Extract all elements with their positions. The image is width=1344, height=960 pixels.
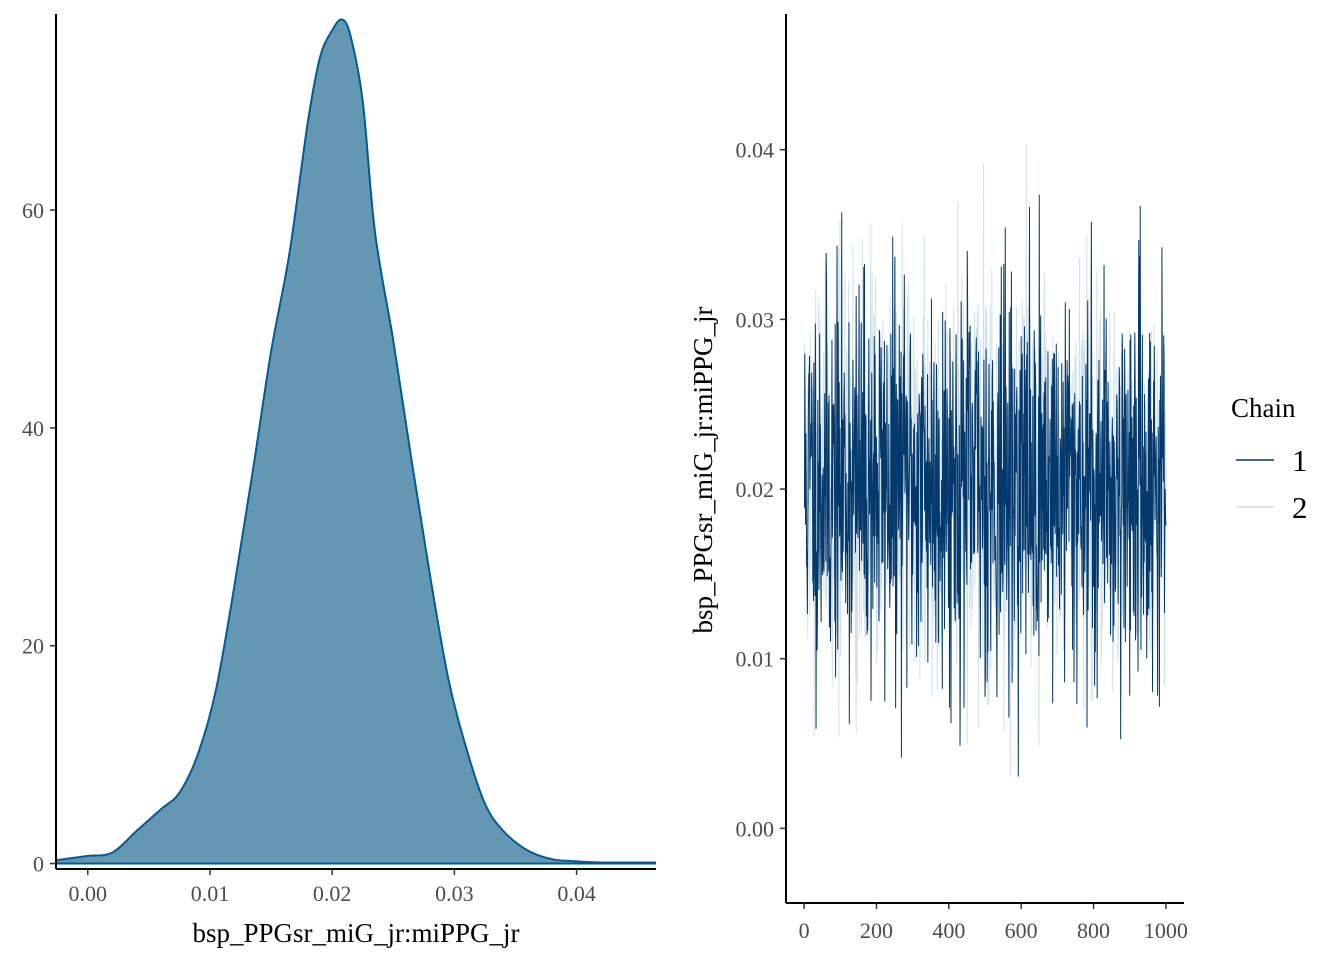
density-x-axis-title: bsp_PPGsr_miG_jr:miPPG_jr [192,918,519,948]
legend-label-chain-2: 2 [1292,490,1308,525]
density-x-tick-label: 0.02 [313,881,352,906]
trace-y-tick-label: 0.00 [736,816,775,841]
trace-x-tick-label: 200 [860,918,893,943]
trace-x-tick-label: 800 [1077,918,1110,943]
density-panel: 0 20 40 60 0.00 0.01 0.02 0.03 0.04 bsp_PPGsr_m… [22,14,657,948]
trace-x-ticks: 0 200 400 600 800 1000 [799,903,1188,943]
trace-panel: 0.00 0.01 0.02 0.03 0.04 0 200 400 600 800 1000 b… [688,14,1188,943]
density-x-tick-label: 0.04 [557,881,596,906]
trace-line-chain-1 [803,194,1167,777]
trace-marks [803,144,1167,777]
trace-y-tick-label: 0.04 [736,138,775,163]
trace-y-axis-title: bsp_PPGsr_miG_jr:miPPG_jr [688,306,718,633]
density-x-tick-label: 0.03 [435,881,474,906]
trace-x-tick-label: 0 [799,918,810,943]
trace-x-tick-label: 600 [1005,918,1038,943]
density-area [56,19,656,864]
density-curve [55,18,657,864]
legend-title: Chain [1231,393,1296,423]
density-y-tick-label: 40 [22,416,44,441]
trace-y-tick-label: 0.03 [736,307,775,332]
trace-y-tick-label: 0.02 [736,477,775,502]
legend: Chain 1 2 [1231,393,1308,525]
density-x-ticks: 0.00 0.01 0.02 0.03 0.04 [69,869,596,906]
density-x-tick-label: 0.01 [191,881,230,906]
trace-x-tick-label: 1000 [1144,918,1188,943]
trace-y-tick-label: 0.01 [736,647,775,672]
legend-label-chain-1: 1 [1292,443,1308,478]
density-marks [55,18,657,865]
trace-x-tick-label: 400 [932,918,965,943]
density-x-tick-label: 0.00 [69,881,108,906]
density-y-ticks: 0 20 40 60 [22,198,56,877]
density-y-tick-label: 60 [22,198,44,223]
trace-y-ticks: 0.00 0.01 0.02 0.03 0.04 [736,138,786,841]
density-y-tick-label: 0 [33,852,44,877]
density-y-tick-label: 20 [22,634,44,659]
